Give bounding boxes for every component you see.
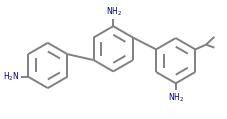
Text: NH$_2$: NH$_2$: [168, 92, 184, 104]
Text: H$_2$N: H$_2$N: [3, 70, 20, 83]
Text: NH$_2$: NH$_2$: [106, 6, 123, 18]
